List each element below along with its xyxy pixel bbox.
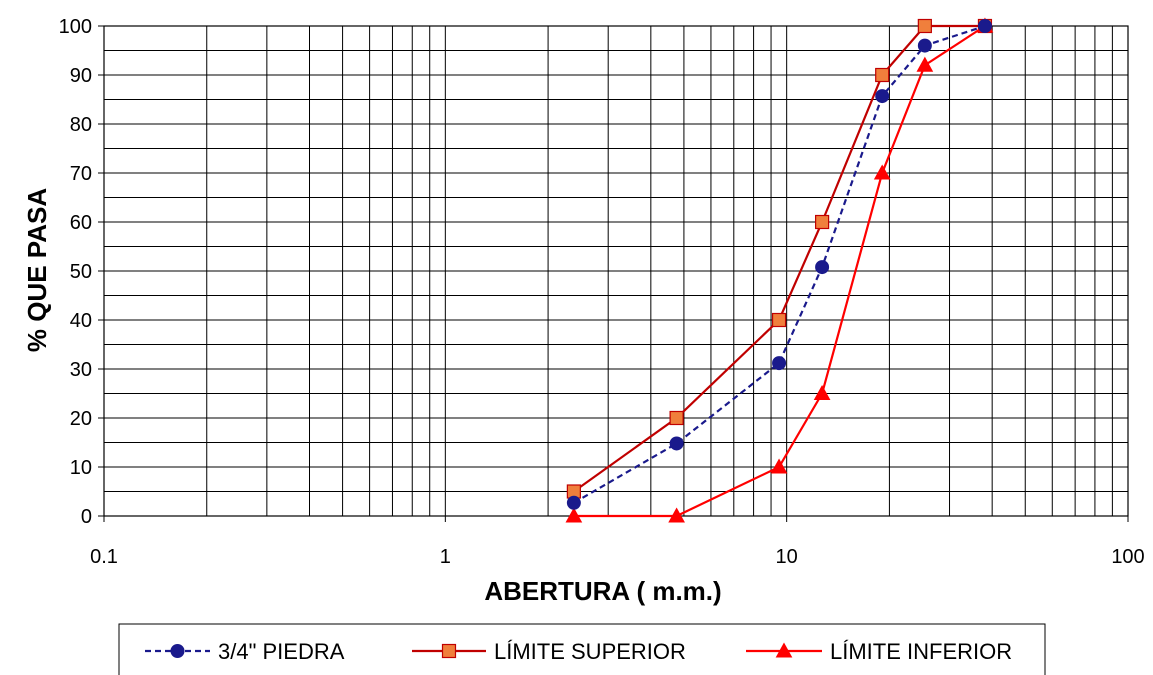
y-tick-label: 30 [70,359,92,381]
legend-marker [441,643,457,659]
y-tick-label: 10 [70,457,92,479]
series-line [573,24,985,493]
data-point [875,89,890,104]
x-tick-label: 0.1 [90,546,118,568]
data-point [815,260,830,275]
data-point [771,312,787,328]
x-tick-label: 100 [1111,546,1144,568]
y-axis-title: % QUE PASA [22,188,52,352]
series-2 [565,17,994,523]
series-line [573,24,986,504]
data-point [813,384,831,400]
y-tick-label: 90 [70,65,92,87]
data-point [566,495,581,510]
data-point [917,18,932,34]
data-point [977,19,992,33]
y-tick-label: 60 [70,212,92,234]
x-tick-label: 1 [440,546,451,568]
y-tick-label: 40 [70,310,92,332]
y-tick-label: 70 [70,163,92,185]
data-point [668,507,685,523]
y-tick-label: 20 [70,408,92,430]
legend-label: 3/4" PIEDRA [218,639,345,664]
legend: 3/4" PIEDRA LÍMITE SUPERIOR LÍMITE INFERIO… [118,623,1046,675]
legend-entry: LÍMITE SUPERIOR [412,639,686,664]
data-point [669,436,684,451]
legend-box [118,623,1046,675]
x-axis-title: ABERTURA ( m.m.) [484,576,721,606]
legend-entry: LÍMITE INFERIOR [746,639,1012,664]
data-point [770,458,788,474]
legend-label: LÍMITE INFERIOR [830,639,1012,664]
x-tick-label: 10 [776,546,798,568]
data-point [565,507,583,523]
y-tick-label: 50 [70,261,92,283]
data-point [873,164,891,180]
legend-marker [775,642,793,658]
series-layer [565,17,994,523]
data-point [917,38,932,53]
y-tick-label: 0 [81,506,92,528]
data-point [772,356,787,371]
legend-marker [170,644,185,658]
data-point [916,56,934,72]
y-tick-label: 100 [59,16,92,38]
legend-label: LÍMITE SUPERIOR [494,639,686,664]
grid [98,25,1129,522]
data-point [814,214,830,230]
data-point [875,67,890,83]
data-point [669,410,684,426]
tick-labels: 0 10 20 30 40 50 60 70 80 90 100 0.1 1 10 100 [59,16,1145,568]
legend-entry: 3/4" PIEDRA [145,639,345,664]
y-tick-label: 80 [70,114,92,136]
series-1 [566,18,993,499]
series-0 [566,19,992,510]
